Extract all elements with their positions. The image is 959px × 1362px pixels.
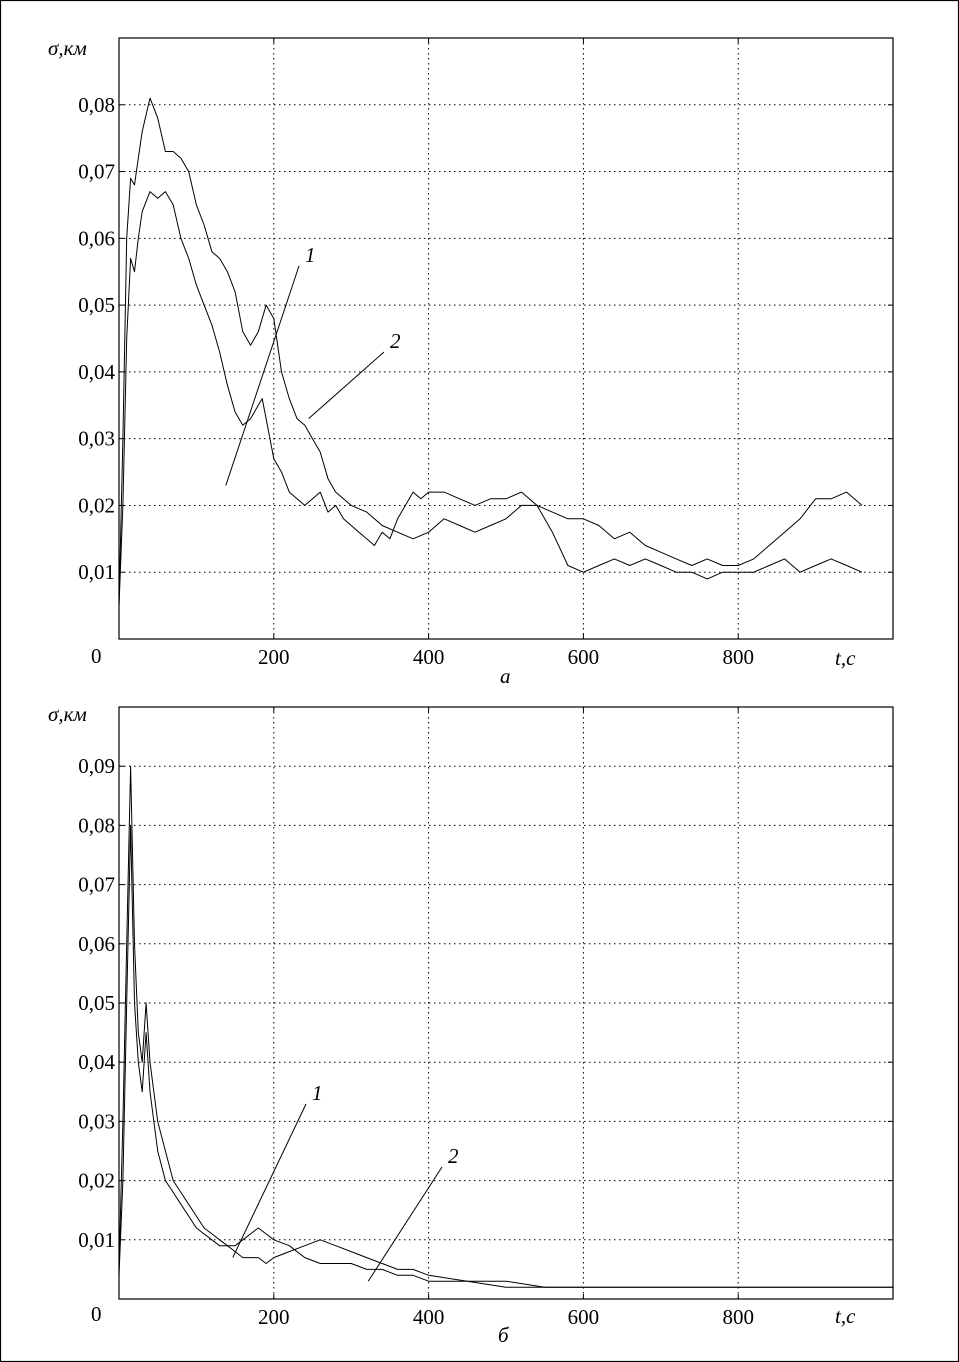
chart-b-series-1-leader <box>232 1103 307 1258</box>
chart-b-series-1-line <box>118 765 893 1288</box>
chart-b-series-2-label: 2 <box>448 1144 459 1168</box>
chart-a-y-tick-label: 0,06 <box>78 226 115 250</box>
chart-b-series-1-label: 1 <box>312 1081 323 1105</box>
chart-a-plot-frame <box>118 37 894 640</box>
chart-b-x-tick-label: 400 <box>413 1305 445 1329</box>
chart-b-ylabel: σ,км <box>48 702 87 726</box>
chart-a-y-tick-label: 0,05 <box>78 293 115 317</box>
chart-a-y-tick-label: 0,03 <box>78 427 115 451</box>
chart-a-series-2-line <box>118 97 863 606</box>
chart-b-x-tick-label: 600 <box>568 1305 600 1329</box>
chart-a-x-tick-label: 600 <box>568 645 600 669</box>
chart-b-origin-label: 0 <box>91 1302 102 1326</box>
chart-b-series-2-leader <box>367 1166 443 1282</box>
chart-a-y-tick-label: 0,02 <box>78 493 115 517</box>
chart-a-series-1-leader <box>225 265 300 486</box>
chart-b-series-2-line <box>118 824 893 1288</box>
chart-b-x-tick-label: 800 <box>722 1305 754 1329</box>
chart-a-series-1-line <box>118 191 863 606</box>
chart-b-y-tick-label: 0,08 <box>78 813 115 837</box>
chart-b-xlabel: t,с <box>835 1304 856 1328</box>
chart-b-y-tick-label: 0,01 <box>78 1228 115 1252</box>
chart-b-y-tick-label: 0,05 <box>78 991 115 1015</box>
chart-b-y-tick-label: 0,06 <box>78 932 115 956</box>
chart-a-series-2-label: 2 <box>390 329 401 353</box>
chart-a-y-tick-label: 0,04 <box>78 360 115 384</box>
chart-b-y-tick-label: 0,07 <box>78 873 115 897</box>
chart-b-y-tick-label: 0,09 <box>78 754 115 778</box>
chart-a-origin-label: 0 <box>91 644 102 668</box>
chart-a-series-1-label: 1 <box>305 243 316 267</box>
chart-a-x-tick-label: 400 <box>413 645 445 669</box>
chart-b-y-tick-label: 0,02 <box>78 1169 115 1193</box>
chart-b-y-tick-label: 0,03 <box>78 1109 115 1133</box>
chart-a-panel-label: а <box>500 664 511 688</box>
chart-a-y-tick-label: 0,07 <box>78 160 115 184</box>
chart-a-x-tick-label: 200 <box>258 645 290 669</box>
chart-b-y-tick-label: 0,04 <box>78 1050 115 1074</box>
chart-b-x-tick-label: 200 <box>258 1305 290 1329</box>
chart-panel-a: σ,км 0 t,с а 200 400 600 800 0,01 0,02 0,03 0,0… <box>48 36 894 688</box>
chart-a-y-tick-label: 0,08 <box>78 93 115 117</box>
chart-a-ylabel: σ,км <box>48 36 87 60</box>
chart-a-series-2-leader <box>308 351 385 420</box>
chart-panel-b: σ,км 0 t,с б 200 400 600 800 0,01 0,02 0,03 0,0… <box>48 702 894 1347</box>
chart-a-xlabel: t,с <box>835 646 856 670</box>
chart-a-y-tick-label: 0,01 <box>78 560 115 584</box>
chart-b-panel-label: б <box>498 1323 510 1347</box>
chart-a-x-tick-label: 800 <box>722 645 754 669</box>
